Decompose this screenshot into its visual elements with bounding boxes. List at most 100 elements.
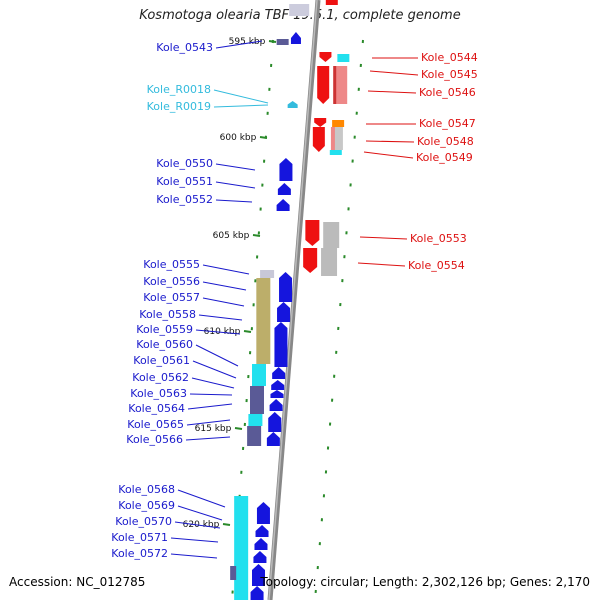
scale-tick-mark [268,40,277,43]
gene-label-kole_0553[interactable]: Kole_0553 [410,232,467,245]
gene-pointer-line [177,489,226,508]
scale-tick-mark [222,523,231,526]
feature-0564[interactable] [269,399,283,411]
feature-0550[interactable] [279,158,293,181]
rna-pointer-line [213,104,269,108]
feature-0563[interactable] [270,390,284,398]
feature-0544-top[interactable] [325,0,338,5]
feature-0572[interactable] [252,564,265,586]
gene-pointer-line [202,281,247,291]
feature-0566[interactable] [266,432,280,446]
gene-label-kole_0546[interactable]: Kole_0546 [419,86,476,99]
feature-0561-cyan[interactable] [252,364,266,386]
topology-text: Topology: circular; Length: 2,302,126 bp… [260,575,590,589]
feature-track [230,0,350,600]
feature-0555-grey[interactable] [260,270,275,278]
feature-0565[interactable] [268,412,282,432]
feature-0553[interactable] [305,220,320,246]
gene-pointer-line [177,505,223,521]
gene-label-kole_0562[interactable]: Kole_0562 [132,371,189,384]
feature-0547-orange[interactable] [332,120,345,127]
feature-0554-grey[interactable] [321,248,338,276]
feature-0543-a[interactable] [276,39,289,45]
scale-tick-label: 595 kbp [229,37,266,47]
feature-0547[interactable] [314,118,327,127]
gene-label-kole_0561[interactable]: Kole_0561 [133,354,190,367]
gene-label-kole_0551[interactable]: Kole_0551 [156,175,213,188]
gene-label-kole_0545[interactable]: Kole_0545 [421,68,478,81]
gene-label-kole_0557[interactable]: Kole_0557 [143,291,200,304]
feature-0565-cyan[interactable] [248,414,263,426]
gene-label-kole_0547[interactable]: Kole_0547 [419,117,476,130]
scale-tick-label: 600 kbp [220,133,257,143]
gene-pointer-line [357,262,406,267]
feature-0572-navy[interactable] [230,566,237,580]
feature-0570[interactable] [254,538,268,550]
feature-0568[interactable] [256,502,270,524]
gene-pointer-line [367,90,417,94]
gene-label-kole_0558[interactable]: Kole_0558 [139,308,196,321]
feature-0571[interactable] [253,551,267,563]
feature-0559[interactable] [274,322,288,367]
feature-0556-olive[interactable] [256,278,271,364]
feature-0563-navy[interactable] [250,386,264,414]
gene-pointer-line [187,403,233,410]
feature-0562[interactable] [271,380,285,390]
feature-top-grey[interactable] [289,4,310,16]
feature-0568-cyan[interactable] [234,496,249,600]
feature-0556[interactable] [279,272,293,302]
gene-pointer-line [215,199,253,203]
feature-0546[interactable] [335,66,348,104]
feature-0551[interactable] [277,183,291,195]
gene-label-kole_0552[interactable]: Kole_0552 [156,193,213,206]
rna-label-kole_r0018[interactable]: Kole_R0018 [147,83,211,96]
feature-0548[interactable] [312,127,325,152]
gene-label-kole_0549[interactable]: Kole_0549 [416,151,473,164]
feature-0561[interactable] [272,367,286,379]
gene-label-kole_0563[interactable]: Kole_0563 [130,387,187,400]
gene-pointer-line [170,553,218,559]
gene-label-kole_0569[interactable]: Kole_0569 [118,499,175,512]
gene-pointer-line [191,377,235,389]
gene-label-kole_0559[interactable]: Kole_0559 [136,323,193,336]
gene-label-kole_0550[interactable]: Kole_0550 [156,157,213,170]
feature-0544[interactable] [319,52,332,62]
feature-0544-cyan[interactable] [337,54,350,62]
feature-r0019[interactable] [287,101,298,108]
gene-label-kole_0564[interactable]: Kole_0564 [128,402,185,415]
feature-0548-grey2[interactable] [334,127,343,150]
feature-0546-dark[interactable] [333,66,337,104]
gene-pointer-line [170,537,219,543]
rna-label-kole_r0019[interactable]: Kole_R0019 [147,100,211,113]
gene-label-kole_0566[interactable]: Kole_0566 [126,433,183,446]
gene-label-kole_0548[interactable]: Kole_0548 [417,135,474,148]
gene-label-kole_0568[interactable]: Kole_0568 [118,483,175,496]
feature-0552[interactable] [276,199,290,211]
feature-0545[interactable] [317,66,330,104]
gene-pointer-line [198,314,243,321]
feature-0558[interactable] [277,302,291,322]
gene-pointer-line [202,264,250,275]
gene-label-kole_0556[interactable]: Kole_0556 [143,275,200,288]
feature-0549-cyan[interactable] [329,150,342,155]
gene-label-kole_0571[interactable]: Kole_0571 [111,531,168,544]
feature-0573[interactable] [250,586,264,600]
gene-label-kole_0565[interactable]: Kole_0565 [127,418,184,431]
feature-0543-b[interactable] [290,32,301,44]
gene-label-kole_0554[interactable]: Kole_0554 [408,259,465,272]
feature-0566-navy[interactable] [247,426,262,446]
gene-label-kole_0544[interactable]: Kole_0544 [421,51,478,64]
gene-pointer-line [215,163,256,171]
feature-0553-grey[interactable] [323,222,340,248]
gene-label-kole_0543[interactable]: Kole_0543 [156,41,213,54]
gene-pointer-line [189,393,233,396]
gene-label-kole_0560[interactable]: Kole_0560 [136,338,193,351]
feature-0569[interactable] [255,525,269,537]
gene-label-kole_0555[interactable]: Kole_0555 [143,258,200,271]
gene-label-kole_0570[interactable]: Kole_0570 [115,515,172,528]
accession-text: Accession: NC_012785 [9,575,146,589]
rna-pointer-line [213,89,269,104]
feature-0554[interactable] [303,248,318,273]
gene-label-kole_0572[interactable]: Kole_0572 [111,547,168,560]
